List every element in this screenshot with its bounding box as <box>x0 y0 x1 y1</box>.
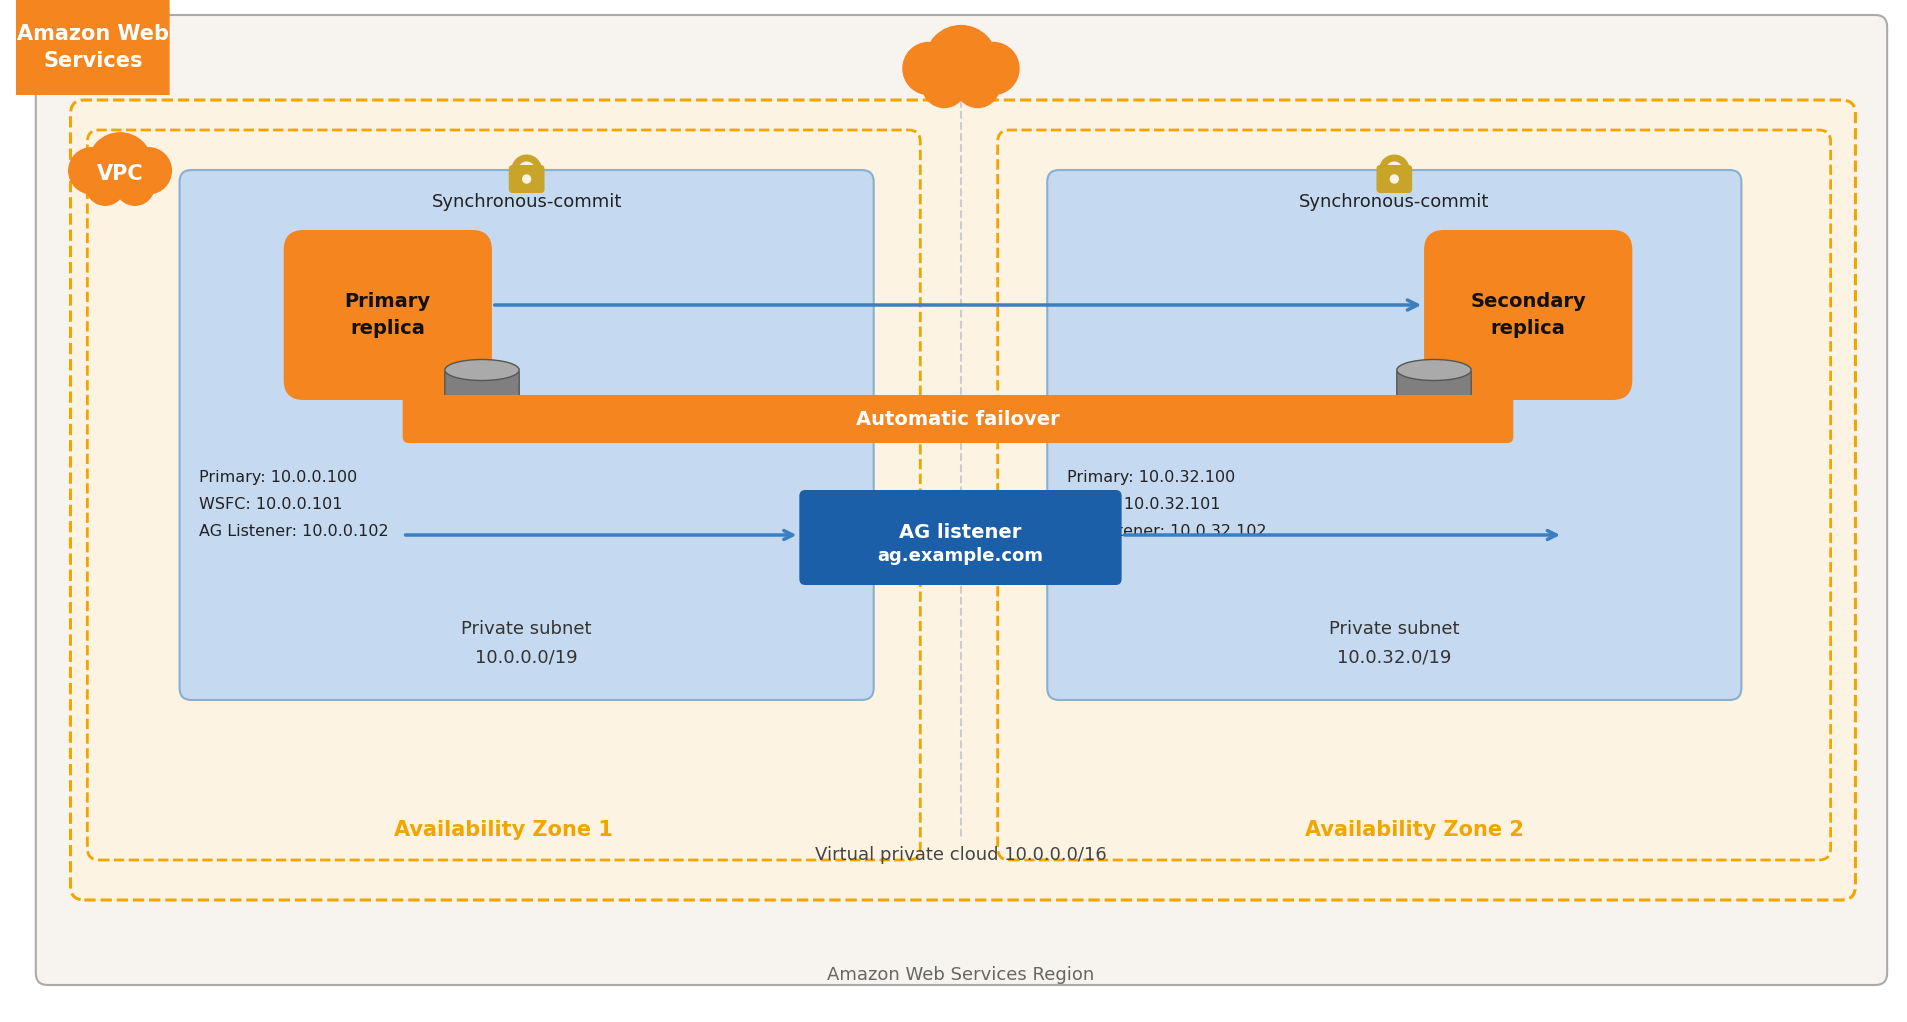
Circle shape <box>86 167 124 205</box>
FancyBboxPatch shape <box>1396 370 1470 430</box>
FancyBboxPatch shape <box>997 130 1831 860</box>
Text: AG Listener: 10.0.0.102: AG Listener: 10.0.0.102 <box>200 524 389 539</box>
Circle shape <box>902 43 955 94</box>
Circle shape <box>967 43 1018 94</box>
FancyBboxPatch shape <box>444 370 519 430</box>
Text: WSFC: 10.0.0.101: WSFC: 10.0.0.101 <box>200 497 343 512</box>
Text: Synchronous-commit: Synchronous-commit <box>1299 193 1489 211</box>
Text: VPC: VPC <box>97 165 143 184</box>
Text: Availability Zone 1: Availability Zone 1 <box>395 820 614 840</box>
Text: Automatic failover: Automatic failover <box>856 410 1060 428</box>
Text: Private subnet: Private subnet <box>1329 620 1459 638</box>
Text: Primary
replica: Primary replica <box>345 292 431 337</box>
Text: Synchronous-commit: Synchronous-commit <box>431 193 622 211</box>
Text: WSFC: 10.0.32.101: WSFC: 10.0.32.101 <box>1068 497 1220 512</box>
Circle shape <box>116 167 154 205</box>
Circle shape <box>88 133 153 197</box>
Text: Secondary
replica: Secondary replica <box>1470 292 1587 337</box>
Circle shape <box>925 26 997 98</box>
FancyBboxPatch shape <box>15 0 170 95</box>
Circle shape <box>523 175 530 183</box>
FancyBboxPatch shape <box>179 170 873 700</box>
Text: Amazon Web
Services: Amazon Web Services <box>17 25 170 71</box>
FancyBboxPatch shape <box>284 230 492 400</box>
FancyBboxPatch shape <box>88 130 921 860</box>
Text: 10.0.32.0/19: 10.0.32.0/19 <box>1337 648 1451 666</box>
Text: 10.0.0.0/19: 10.0.0.0/19 <box>475 648 578 666</box>
Text: Private subnet: Private subnet <box>461 620 591 638</box>
Ellipse shape <box>444 360 519 380</box>
Text: Availability Zone 2: Availability Zone 2 <box>1304 820 1524 840</box>
Circle shape <box>126 148 172 194</box>
FancyBboxPatch shape <box>1425 230 1632 400</box>
FancyBboxPatch shape <box>509 165 545 193</box>
FancyBboxPatch shape <box>1377 165 1413 193</box>
FancyBboxPatch shape <box>36 15 1888 985</box>
Ellipse shape <box>444 419 519 440</box>
FancyBboxPatch shape <box>402 394 1514 443</box>
Ellipse shape <box>1396 419 1470 440</box>
Text: Primary: 10.0.0.100: Primary: 10.0.0.100 <box>200 470 359 485</box>
Text: ag.example.com: ag.example.com <box>877 547 1043 564</box>
Circle shape <box>1390 175 1398 183</box>
Circle shape <box>923 63 967 107</box>
Text: Virtual private cloud 10.0.0.0/16: Virtual private cloud 10.0.0.0/16 <box>814 846 1106 864</box>
FancyBboxPatch shape <box>1047 170 1741 700</box>
FancyBboxPatch shape <box>799 490 1121 585</box>
Text: AG Listener: 10.0.32.102: AG Listener: 10.0.32.102 <box>1068 524 1266 539</box>
Text: Primary: 10.0.32.100: Primary: 10.0.32.100 <box>1068 470 1236 485</box>
Circle shape <box>69 148 114 194</box>
Text: AG listener: AG listener <box>900 523 1022 542</box>
FancyBboxPatch shape <box>71 100 1856 900</box>
Circle shape <box>955 63 999 107</box>
Ellipse shape <box>1396 360 1470 380</box>
Text: Amazon Web Services Region: Amazon Web Services Region <box>828 966 1095 984</box>
